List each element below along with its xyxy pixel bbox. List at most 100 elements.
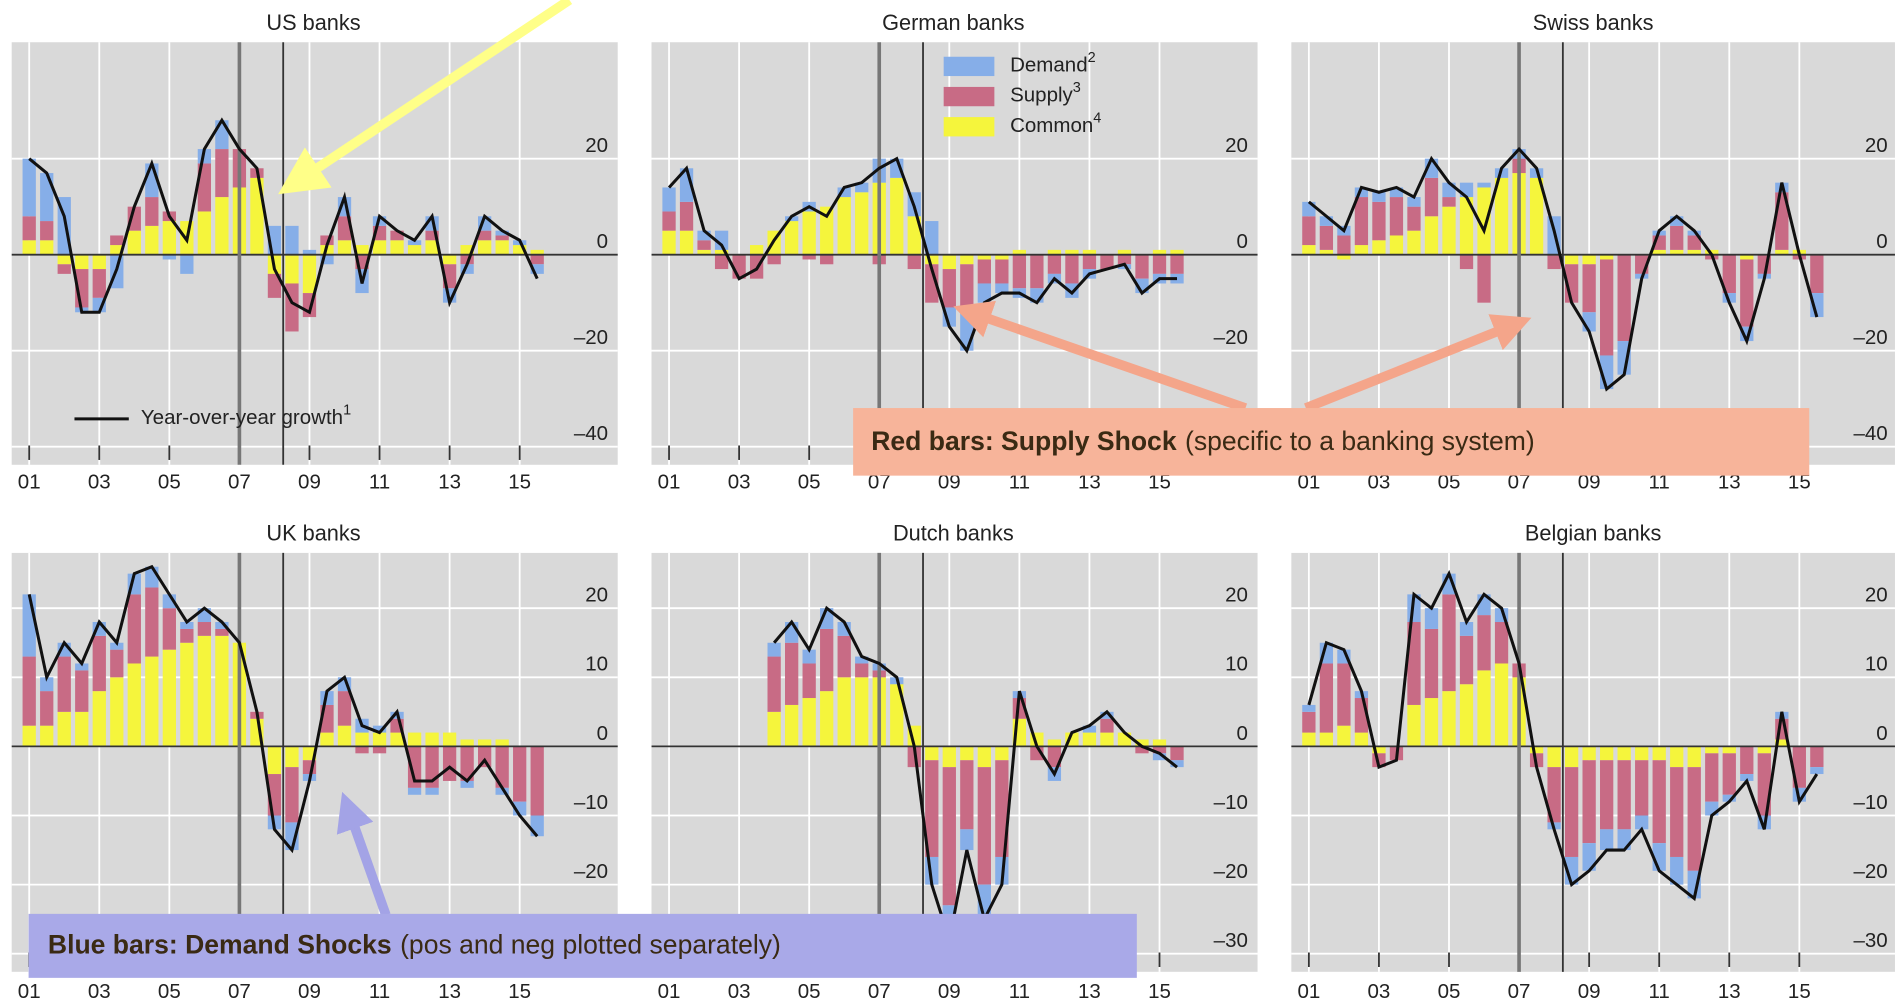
bar-segment	[837, 197, 851, 255]
bar-segment	[1617, 760, 1631, 830]
bar-segment	[942, 269, 956, 308]
bar-segment	[1617, 746, 1631, 761]
bar-segment	[1582, 843, 1596, 871]
bar-segment	[1117, 254, 1132, 265]
bar-segment	[1407, 704, 1421, 747]
bar-segment	[1494, 663, 1509, 747]
bar-segment	[1477, 187, 1491, 255]
bar-segment	[302, 249, 317, 255]
bar-segment	[749, 245, 764, 255]
arrow	[953, 300, 1248, 413]
bar-segment	[320, 235, 334, 246]
y-tick-label: 10	[585, 653, 608, 676]
bar-segment	[215, 120, 229, 150]
bar-segment	[1065, 249, 1079, 255]
x-tick-label: 03	[1368, 470, 1391, 493]
bar-segment	[127, 663, 141, 747]
bar-segment	[1082, 725, 1097, 733]
bar-segment	[495, 787, 509, 795]
bar-segment	[1564, 767, 1579, 857]
bar-segment	[1722, 753, 1736, 795]
bar-segment	[40, 221, 54, 241]
bar-segment	[372, 746, 387, 754]
bar-segment	[1705, 746, 1719, 754]
bar-segment	[425, 230, 439, 241]
bar-segment	[1687, 235, 1701, 250]
y-tick-label: 0	[597, 230, 608, 253]
bar-segment	[1012, 249, 1027, 255]
y-tick-label: –10	[1853, 791, 1887, 814]
bar-segment	[1635, 760, 1649, 816]
x-tick-label: 15	[1148, 980, 1171, 1002]
bar-segment	[1810, 293, 1824, 318]
bar-segment	[1529, 746, 1544, 754]
bar-segment	[75, 254, 89, 270]
bar-segment	[1372, 192, 1386, 202]
bar-segment	[977, 283, 991, 303]
bar-segment	[1600, 829, 1614, 851]
growth-line	[772, 605, 1178, 941]
bar-segment	[960, 264, 974, 313]
bar-segment	[1100, 254, 1114, 270]
bar-segment	[697, 249, 711, 255]
bar-segment	[1740, 254, 1754, 260]
bar-segment	[355, 245, 369, 255]
x-tick-label: 11	[369, 470, 390, 493]
bar-segment	[180, 254, 194, 274]
bar-segment	[162, 254, 176, 260]
annotation-box	[28, 913, 1137, 978]
x-tick-label: 05	[1438, 980, 1461, 1002]
legend-name: Common	[1010, 114, 1093, 137]
bar-segment	[1670, 216, 1684, 226]
y-tick-label: –30	[1214, 929, 1248, 952]
bar-segment	[460, 746, 474, 781]
y-tick-label: 20	[1865, 134, 1888, 157]
x-tick-label: 07	[868, 470, 891, 493]
bar-segment	[1170, 254, 1184, 274]
bar-segment	[1424, 628, 1439, 699]
bar-segment	[1424, 698, 1439, 747]
x-tick-label: 11	[369, 980, 390, 1002]
bar-segment	[110, 245, 124, 255]
overlay: Red bars: Supply Shock (specific to a ban…	[28, 0, 1810, 978]
bar-segment	[1670, 856, 1684, 885]
bar-segment	[1100, 718, 1114, 733]
bar-segment	[785, 642, 799, 705]
bar-segment	[1600, 760, 1614, 830]
bar-segment	[1582, 264, 1596, 313]
bar-segment	[1117, 249, 1132, 255]
bar-segment	[22, 240, 36, 255]
bar-segment	[1065, 254, 1079, 284]
bar-segment	[92, 269, 106, 298]
bar-segment	[1065, 283, 1079, 298]
bar-segment	[1617, 829, 1631, 851]
bar-segment	[1407, 197, 1421, 207]
bar-segment	[162, 221, 176, 255]
bar-segment	[285, 225, 299, 255]
bar-segment	[995, 254, 1009, 260]
bar-segment	[1082, 249, 1097, 255]
x-tick-label: 09	[938, 980, 961, 1002]
y-tick-label: –30	[1853, 929, 1887, 952]
y-tick-label: –10	[1214, 791, 1248, 814]
chart-title: Belgian banks	[1525, 521, 1662, 546]
annotation-bold: Red bars: Supply Shock	[871, 426, 1177, 456]
legend-label: Demand2	[1010, 50, 1096, 77]
bar-segment	[285, 822, 299, 851]
bar-segment	[995, 283, 1009, 294]
bar-segment	[40, 725, 54, 747]
bar-segment	[1635, 746, 1649, 761]
x-tick-label: 15	[1788, 470, 1811, 493]
legend-swatch	[943, 56, 995, 77]
bar-segment	[1170, 760, 1184, 768]
bar-segment	[837, 677, 851, 747]
bar-segment	[907, 216, 921, 255]
bar-segment	[925, 760, 939, 857]
bar-segment	[820, 254, 834, 265]
bar-segment	[802, 254, 816, 260]
bar-segment	[1302, 216, 1316, 246]
bar-segment	[1652, 249, 1666, 255]
x-tick-label: 07	[228, 980, 251, 1002]
bar-segment	[1319, 663, 1334, 733]
